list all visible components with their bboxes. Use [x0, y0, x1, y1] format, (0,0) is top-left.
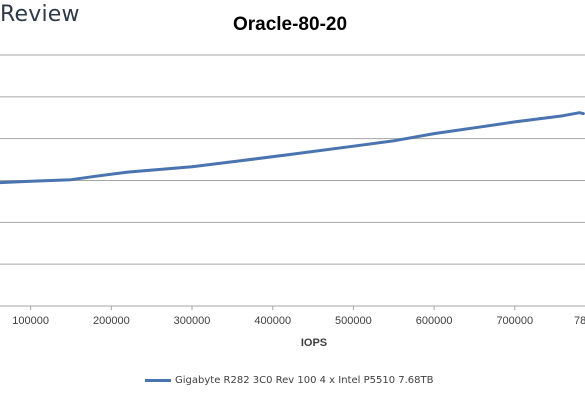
x-axis-label: IOPS [301, 337, 327, 349]
x-tick-label: 200000 [93, 315, 130, 327]
legend-label: Gigabyte R282 3C0 Rev 100 4 x Intel P551… [175, 374, 434, 386]
chart-title: Oracle-80-20 [232, 14, 348, 35]
x-tick-label: 300000 [174, 315, 211, 327]
x-tick-label: 100000 [12, 315, 49, 327]
legend-swatch [145, 378, 171, 382]
x-tick-label: 400000 [254, 315, 291, 327]
legend: Gigabyte R282 3C0 Rev 100 4 x Intel P551… [145, 372, 433, 388]
logo-wordmark: Review [0, 2, 80, 27]
x-tick-label-partial: 78 [574, 315, 585, 327]
x-tick-label: 600000 [416, 315, 453, 327]
series-line [0, 111, 585, 185]
x-tick-label: 700000 [496, 315, 533, 327]
x-tick-label: 500000 [335, 315, 372, 327]
